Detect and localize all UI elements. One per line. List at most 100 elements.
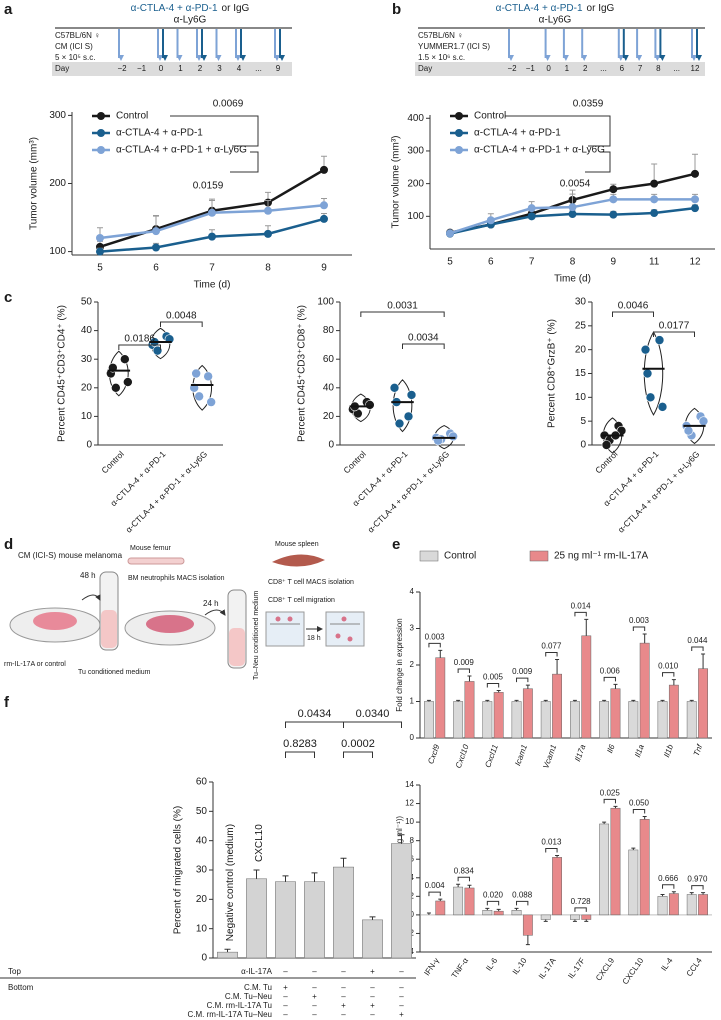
bracket bbox=[612, 311, 654, 317]
day: 8 bbox=[656, 64, 661, 73]
table-cell: – bbox=[341, 1010, 346, 1019]
x-tick-label: Control bbox=[593, 449, 620, 476]
bracket bbox=[343, 751, 373, 758]
y-axis-label: Fold change in expression bbox=[395, 618, 404, 711]
x-tick-label: Cxcl11 bbox=[483, 743, 500, 768]
bar bbox=[217, 951, 238, 959]
error-bar bbox=[282, 875, 289, 882]
error-bar bbox=[543, 699, 548, 702]
panel-label: b bbox=[392, 1, 401, 18]
bracket bbox=[603, 676, 616, 682]
x-tick-label: 8 bbox=[265, 263, 271, 274]
bracket bbox=[428, 891, 441, 897]
bracket bbox=[486, 900, 500, 906]
cell bbox=[335, 633, 341, 639]
error-bar bbox=[701, 653, 706, 669]
medium bbox=[101, 610, 117, 648]
panel-label: c bbox=[4, 289, 12, 306]
point bbox=[640, 344, 651, 355]
point bbox=[389, 382, 400, 393]
table-cell: – bbox=[283, 992, 288, 1001]
day: −1 bbox=[526, 64, 536, 73]
y-tick-label: 0 bbox=[410, 733, 415, 742]
table-cell: – bbox=[283, 1001, 288, 1010]
bar bbox=[610, 807, 621, 916]
y-tick-label: 60 bbox=[323, 354, 335, 365]
error-bar bbox=[572, 919, 577, 922]
day: ... bbox=[255, 64, 262, 73]
bar bbox=[639, 819, 650, 916]
bar bbox=[628, 849, 639, 916]
treatment-control: or IgG bbox=[222, 3, 250, 14]
point bbox=[609, 195, 618, 204]
x-tick-label: 6 bbox=[153, 263, 159, 274]
x-tick-label: IFN-γ bbox=[422, 956, 441, 977]
table-cell: + bbox=[399, 1010, 404, 1019]
x-tick-label: Tnf bbox=[692, 743, 705, 758]
bar bbox=[464, 887, 475, 916]
y-tick-label: 300 bbox=[49, 110, 66, 121]
error-bar bbox=[485, 907, 490, 911]
violin bbox=[643, 331, 664, 416]
bar bbox=[552, 857, 562, 916]
error-bar bbox=[467, 675, 472, 682]
y-tick-label: 0 bbox=[86, 440, 92, 451]
legend-label: 25 ng ml⁻¹ rm-IL-17A bbox=[554, 551, 649, 562]
point bbox=[691, 169, 699, 178]
y-tick-label: 50 bbox=[196, 806, 208, 817]
error-bar bbox=[555, 855, 560, 858]
table-cell: – bbox=[341, 983, 346, 992]
bar bbox=[453, 701, 464, 739]
y-tick-label: 0 bbox=[580, 440, 586, 451]
error-bar bbox=[572, 699, 577, 702]
table-heading: Top bbox=[8, 967, 21, 976]
error-bar bbox=[631, 847, 636, 850]
bracket bbox=[653, 331, 695, 337]
error-bar bbox=[642, 633, 647, 644]
bar bbox=[581, 635, 592, 739]
table-cell: – bbox=[312, 1001, 317, 1010]
bracket bbox=[691, 646, 704, 652]
x-tick-label: 8 bbox=[570, 257, 576, 268]
x-tick-label: α-CTLA-4 + α-PD-1 + α-Ly6G bbox=[365, 449, 451, 535]
day: 6 bbox=[620, 64, 625, 73]
day: 1 bbox=[565, 64, 570, 73]
table-cell: – bbox=[312, 983, 317, 992]
point bbox=[654, 335, 665, 345]
error-bar bbox=[369, 916, 376, 920]
bracket bbox=[662, 672, 675, 677]
bar bbox=[570, 701, 580, 739]
treatment-line: α-CTLA-4 + α-PD-1 or IgG bbox=[496, 3, 615, 14]
y-tick-label: 10 bbox=[81, 411, 93, 422]
y-axis-label: Tumor volume (mm³) bbox=[29, 137, 40, 230]
x-tick-label: 9 bbox=[321, 263, 327, 274]
bracket bbox=[402, 343, 445, 349]
error-bar bbox=[496, 908, 501, 912]
point bbox=[264, 206, 272, 215]
bracket bbox=[585, 151, 611, 173]
arrow bbox=[81, 594, 101, 601]
day: 12 bbox=[691, 64, 700, 73]
y-tick-label: 0 bbox=[410, 910, 415, 919]
legend-swatch bbox=[419, 550, 439, 562]
bar bbox=[628, 701, 639, 739]
legend-marker bbox=[455, 146, 463, 154]
table-cell: – bbox=[399, 983, 404, 992]
error-bar bbox=[602, 821, 607, 824]
point bbox=[698, 416, 709, 426]
panel-label: d bbox=[4, 536, 13, 553]
y-tick-label: 100 bbox=[407, 211, 424, 222]
bracket bbox=[691, 885, 704, 890]
bar bbox=[698, 668, 708, 739]
point bbox=[194, 391, 204, 402]
error-bar bbox=[555, 659, 560, 675]
table-cell: – bbox=[370, 992, 375, 1001]
diagram-text: CM (ICI-S) mouse melanoma bbox=[18, 551, 123, 560]
y-tick-label: 2 bbox=[410, 891, 415, 900]
bar-label: CXCL10 bbox=[254, 824, 265, 862]
error-bar bbox=[602, 699, 607, 702]
point bbox=[152, 345, 163, 356]
x-tick-label: 9 bbox=[611, 257, 617, 268]
point bbox=[203, 371, 213, 382]
error-bar bbox=[525, 684, 530, 689]
